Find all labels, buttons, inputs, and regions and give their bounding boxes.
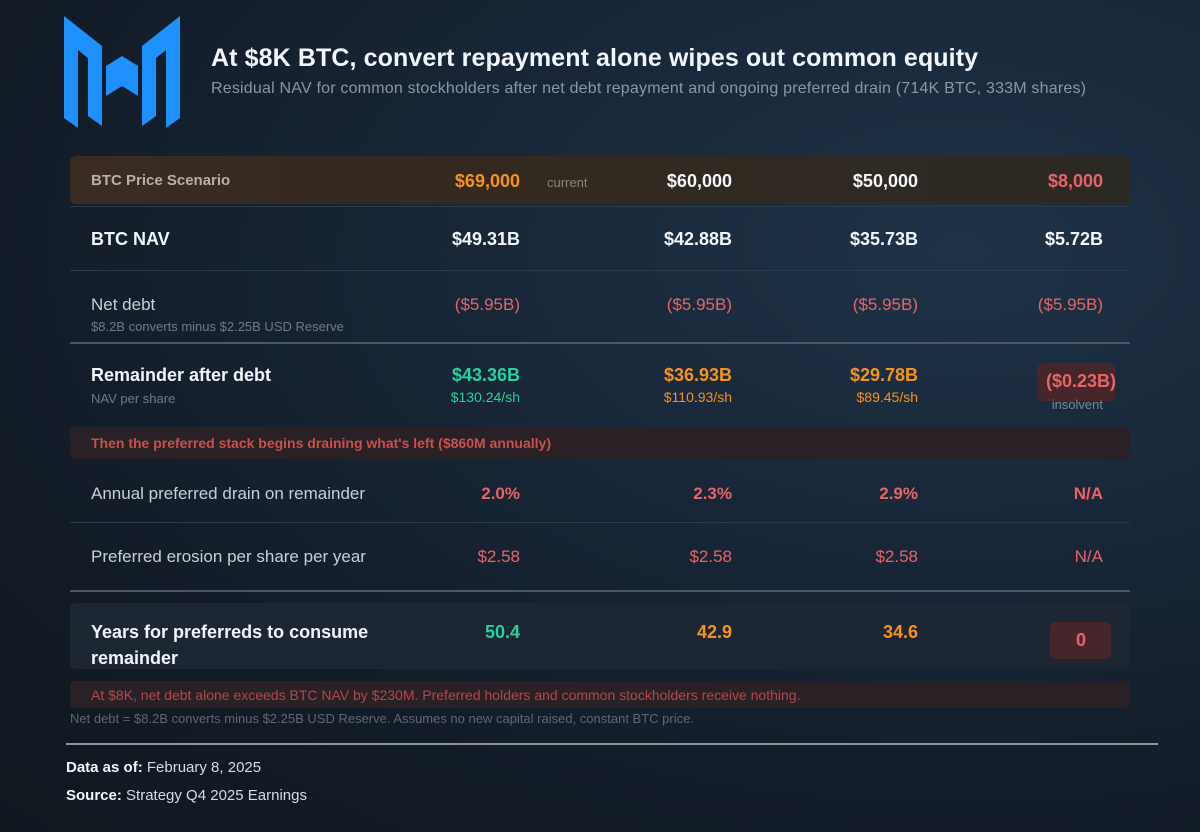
insolvent-highlight — [1037, 363, 1115, 401]
page-subtitle: Residual NAV for common stockholders aft… — [211, 80, 1087, 97]
btc-nav-label: BTC NAV — [91, 229, 170, 249]
date-value: February 8, 2025 — [146, 759, 262, 776]
years-label: Years for preferreds to consume — [91, 622, 369, 642]
net-debt-value: ($5.95B) — [454, 295, 520, 314]
btc-nav-value: $42.88B — [663, 229, 732, 249]
remainder-label: Remainder after debt — [91, 365, 272, 385]
erosion-value: N/A — [1074, 547, 1103, 566]
scenario-60k: $60,000 — [666, 171, 732, 191]
insolvency-warning: At $8K, net debt alone exceeds BTC NAV b… — [70, 681, 1130, 708]
zero-highlight — [1050, 622, 1111, 659]
erosion-value: $2.58 — [477, 547, 520, 566]
net-debt-label: Net debt — [91, 295, 156, 314]
erosion-row: Preferred erosion per share per year $2.… — [70, 547, 1130, 571]
remainder-value: $29.78B — [849, 365, 918, 385]
years-value: 50.4 — [484, 622, 520, 642]
erosion-value: $2.58 — [875, 547, 918, 566]
divider — [70, 590, 1130, 592]
scenario-header-row: BTC Price Scenario $69,000 current $60,0… — [70, 156, 1130, 204]
banner-text: Then the preferred stack begins draining… — [91, 435, 551, 451]
annual-drain-label: Annual preferred drain on remainder — [91, 484, 366, 503]
nav-per-share: $130.24/sh — [450, 389, 520, 405]
nav-per-share: $110.93/sh — [663, 389, 732, 405]
net-debt-row: Net debt $8.2B converts minus $2.25B USD… — [70, 295, 1130, 335]
data-date: Data as of: February 8, 2025 — [66, 759, 261, 776]
annual-drain-row: Annual preferred drain on remainder 2.0%… — [70, 484, 1130, 508]
net-debt-sublabel: $8.2B converts minus $2.25B USD Reserve — [91, 319, 344, 334]
net-debt-value: ($5.95B) — [666, 295, 732, 314]
net-debt-value: ($5.95B) — [852, 295, 918, 314]
erosion-value: $2.58 — [689, 547, 732, 566]
source-label: Source: — [66, 787, 122, 804]
btc-nav-row: BTC NAV $49.31B $42.88B $35.73B $5.72B — [70, 229, 1130, 253]
divider — [70, 342, 1130, 344]
logo-icon — [64, 16, 180, 128]
date-label: Data as of: — [66, 759, 143, 776]
years-label-cont: remainder — [91, 648, 179, 668]
net-debt-value: ($5.95B) — [1037, 295, 1103, 314]
annual-drain-value: 2.3% — [693, 484, 732, 503]
footer-rule — [66, 743, 1158, 745]
erosion-label: Preferred erosion per share per year — [91, 547, 366, 566]
btc-nav-value: $49.31B — [451, 229, 520, 249]
nav-per-share: $89.45/sh — [856, 389, 919, 405]
divider — [70, 522, 1130, 523]
preferred-drain-banner: Then the preferred stack begins draining… — [70, 427, 1130, 459]
current-tag: current — [547, 175, 588, 190]
source-value: Strategy Q4 2025 Earnings — [126, 787, 307, 804]
scenario-50k: $50,000 — [852, 171, 918, 191]
remainder-row: Remainder after debt NAV per share $43.3… — [70, 365, 1130, 412]
remainder-value: $43.36B — [451, 365, 520, 385]
years-row: Years for preferreds to consume remainde… — [70, 622, 1130, 672]
annual-drain-value: 2.9% — [879, 484, 918, 503]
footnote: Net debt = $8.2B converts minus $2.25B U… — [70, 711, 694, 726]
years-value: 42.9 — [696, 622, 732, 642]
warning-text: At $8K, net debt alone exceeds BTC NAV b… — [91, 687, 801, 703]
data-source: Source: Strategy Q4 2025 Earnings — [66, 787, 307, 804]
page-title: At $8K BTC, convert repayment alone wipe… — [211, 44, 979, 72]
annual-drain-value: N/A — [1073, 484, 1103, 503]
years-panel — [70, 603, 1130, 669]
scenario-label: BTC Price Scenario — [91, 172, 231, 189]
annual-drain-value: 2.0% — [481, 484, 520, 503]
divider — [70, 270, 1130, 271]
years-value: 34.6 — [882, 622, 918, 642]
remainder-sublabel: NAV per share — [91, 391, 176, 406]
divider — [70, 206, 1130, 207]
years-value: 0 — [1075, 630, 1086, 650]
btc-nav-value: $5.72B — [1044, 229, 1103, 249]
btc-nav-value: $35.73B — [849, 229, 918, 249]
insolvent-tag: insolvent — [1051, 397, 1103, 412]
scenario-8k: $8,000 — [1047, 171, 1103, 191]
remainder-value: $36.93B — [663, 365, 732, 385]
remainder-value: ($0.23B) — [1045, 371, 1116, 391]
scenario-69k: $69,000 — [454, 171, 520, 191]
